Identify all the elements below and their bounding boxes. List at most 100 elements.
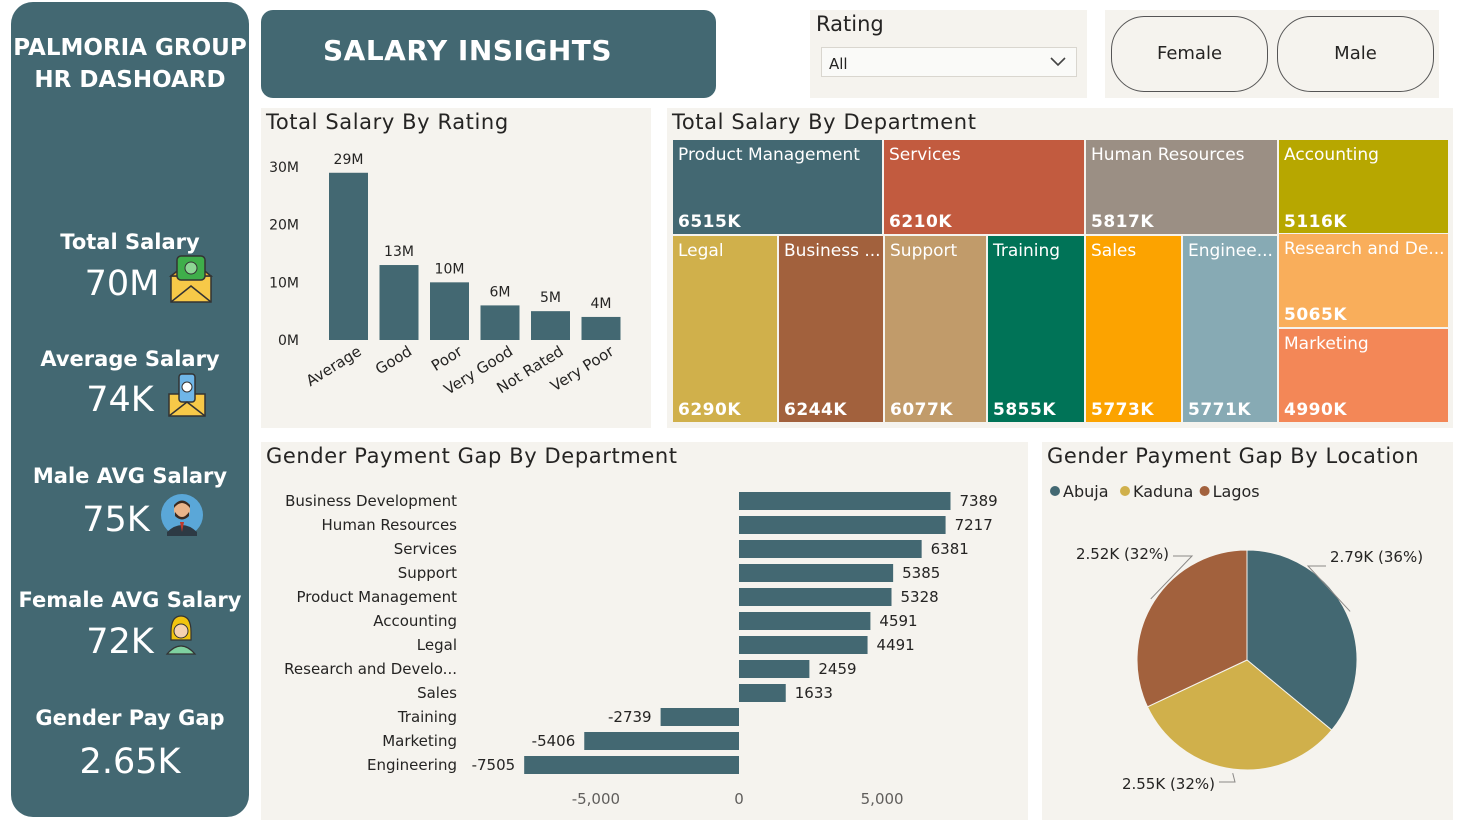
pie-slice[interactable] (1246, 549, 1358, 731)
treemap-tile-value: 5065K (1284, 305, 1347, 325)
rating-dropdown[interactable]: All (821, 47, 1077, 77)
department-treemap-panel: Total Salary By Department Product Manag… (667, 108, 1453, 428)
department-treemap-title: Total Salary By Department (672, 110, 977, 134)
rating-y-tick: 0M (278, 333, 299, 349)
rating-slicer: Rating All (810, 10, 1087, 98)
rating-bar-label: 29M (334, 152, 364, 168)
treemap-tile[interactable]: Legal 6290K (672, 235, 778, 423)
gap-bar-label: 1633 (795, 684, 833, 702)
treemap-tile[interactable]: Product Management 6515K (672, 139, 883, 235)
pie-legend-label[interactable]: Kaduna (1133, 482, 1193, 501)
kpi-total-salary-value: 70M (84, 264, 160, 304)
pie-legend-label[interactable]: Lagos (1213, 482, 1260, 501)
gap-bar-label: 5385 (902, 564, 940, 582)
male-button[interactable]: Male (1277, 16, 1434, 92)
gap-bar-label: 4491 (877, 636, 915, 654)
treemap-tile[interactable]: Human Resources 5817K (1085, 139, 1278, 235)
pie-leader-line (1219, 772, 1236, 783)
kpi-gender-pay-gap-value: 2.65K (79, 742, 181, 782)
treemap-tile[interactable]: Business ... 6244K (778, 235, 884, 423)
gap-bar[interactable] (739, 564, 894, 582)
rating-bar[interactable] (329, 172, 368, 340)
rating-dropdown-value: All (829, 55, 848, 73)
treemap-tile[interactable]: Services 6210K (883, 139, 1085, 235)
gap-bar-label: -2739 (608, 708, 652, 726)
dashboard-title-line1: PALMORIA GROUP (13, 35, 247, 61)
rating-bar-label: 10M (435, 261, 465, 277)
kpi-total-salary-label: Total Salary (60, 230, 200, 254)
rating-bar[interactable] (480, 305, 520, 340)
pie-legend-label[interactable]: Abuja (1063, 482, 1109, 501)
rating-bar[interactable] (379, 265, 419, 340)
rating-chart-title: Total Salary By Rating (266, 110, 509, 134)
treemap-tile-value: 6515K (678, 212, 741, 232)
rating-bar-label: 6M (490, 284, 511, 300)
rating-y-tick: 20M (269, 218, 299, 234)
treemap-tile[interactable]: Accounting 5116K (1278, 139, 1449, 235)
treemap-tile-value: 5817K (1091, 212, 1154, 232)
gap-category-label: Human Resources (322, 516, 458, 534)
treemap-tile[interactable]: Sales 5773K (1085, 235, 1182, 423)
gap-bar[interactable] (739, 636, 868, 654)
gap-bar[interactable] (660, 708, 739, 726)
treemap-tile[interactable]: Training 5855K (987, 235, 1085, 423)
treemap-tile-label: Legal (678, 241, 724, 261)
rating-y-tick: 30M (269, 160, 299, 176)
gap-category-label: Training (397, 708, 457, 726)
gap-bar[interactable] (739, 516, 946, 534)
gap-bar-label: 7389 (960, 492, 998, 510)
treemap-tile[interactable]: Support 6077K (884, 235, 987, 423)
kpi-gender-pay-gap-label: Gender Pay Gap (35, 706, 225, 730)
gap-bar-label: 6381 (931, 540, 969, 558)
gap-bar[interactable] (739, 540, 922, 558)
kpi-male-avg-label: Male AVG Salary (32, 464, 228, 488)
rating-bar[interactable] (531, 311, 570, 340)
pie-slice[interactable] (1146, 659, 1333, 771)
gap-bar-label: 7217 (955, 516, 993, 534)
rating-y-tick: 10M (269, 275, 299, 291)
treemap-tile[interactable]: Research and De... 5065K (1278, 233, 1449, 328)
gap-bar[interactable] (739, 588, 892, 606)
rating-bar[interactable] (581, 316, 621, 340)
pie-slice[interactable] (1136, 549, 1248, 708)
pie-slice-label: 2.79K (36%) (1330, 548, 1423, 566)
gap-category-label: Accounting (373, 612, 457, 630)
gap-bar-label: 5328 (901, 588, 939, 606)
gap-x-tick: 0 (734, 790, 744, 808)
male-avatar-icon (161, 494, 203, 536)
treemap-tile-label: Sales (1091, 241, 1137, 261)
gap-bar-label: 4591 (879, 612, 917, 630)
gap-bar[interactable] (739, 492, 951, 510)
kpi-female-avg-label: Female AVG Salary (18, 588, 242, 612)
treemap-tile-label: Accounting (1284, 145, 1379, 165)
rating-slicer-label: Rating (816, 12, 884, 36)
gap-bar[interactable] (739, 684, 786, 702)
rating-chart-panel: Total Salary By Rating 0M 10M 20M 30M 29M Ave… (261, 108, 651, 428)
treemap-tile[interactable]: Marketing 4990K (1278, 328, 1449, 423)
treemap-tile-value: 6077K (890, 400, 953, 420)
treemap-tile-label: Human Resources (1091, 145, 1245, 165)
rating-category-label: Average (303, 342, 365, 390)
gap-bar[interactable] (739, 612, 871, 630)
money-envelope-icon (168, 255, 214, 303)
sidebar: PALMORIA GROUP HR DASHOARD Total Salary … (11, 2, 249, 817)
banner-title: SALARY INSIGHTS (323, 34, 613, 67)
treemap-tile-label: Support (890, 241, 958, 261)
treemap-tile-value: 4990K (1284, 400, 1347, 420)
gap-department-bar-chart: Business Development 7389 Human Resources 7… (284, 492, 998, 808)
rating-bar[interactable] (430, 282, 469, 340)
treemap-tile-value: 5773K (1091, 400, 1154, 420)
pie-legend-marker (1120, 486, 1130, 496)
treemap-tile-label: Product Management (678, 145, 860, 165)
treemap-tile-label: Research and De... (1284, 239, 1445, 259)
treemap-tile[interactable]: Enginee... 5771K (1182, 235, 1278, 423)
pie-slice-label: 2.52K (32%) (1076, 545, 1169, 563)
gap-category-label: Product Management (296, 588, 457, 606)
gap-x-tick: -5,000 (572, 790, 620, 808)
rating-bar-chart: 0M10M20M30M29MAverage13MGood10MPoor6MVer… (269, 152, 621, 399)
gap-bar[interactable] (524, 756, 739, 774)
gap-bar[interactable] (739, 660, 810, 678)
gap-bar[interactable] (584, 732, 739, 750)
treemap-tile-label: Services (889, 145, 961, 165)
female-button[interactable]: Female (1111, 16, 1268, 92)
